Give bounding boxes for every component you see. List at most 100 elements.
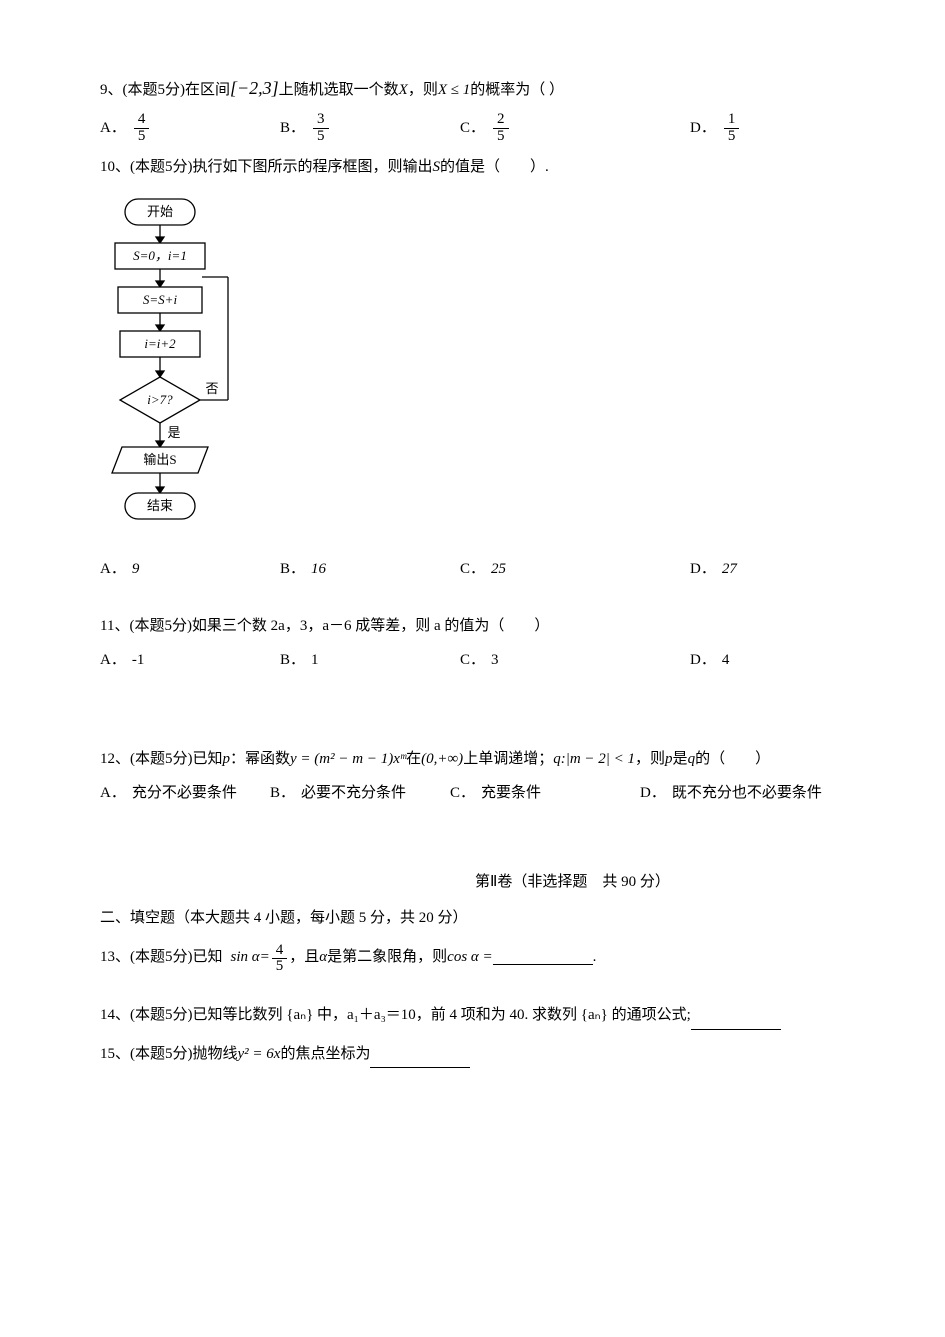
q12-tail: 的（ ）: [695, 745, 770, 774]
flow-step1: S=S+i: [143, 292, 178, 307]
q11-b: 1: [311, 646, 319, 675]
q11-d: 4: [722, 646, 730, 675]
question-13: 13、(本题5分)已知 sin α = 4 5 ，且 α 是第二象限角，则 co…: [100, 941, 945, 974]
label-b: B．: [280, 646, 305, 675]
q13-eq: =: [260, 943, 270, 972]
q10-b: 16: [311, 555, 326, 584]
label-b: B．: [280, 114, 305, 143]
label-c: C．: [460, 646, 485, 675]
q9-d-num: 1: [724, 112, 740, 128]
question-14: 14、(本题5分)已知等比数列 {aₙ} 中，a₁＋a₃＝10，前 4 项和为 …: [100, 1001, 945, 1030]
q12-stem: 12、(本题5分)已知 p ：幂函数 y = (m² − m − 1)xᵐ 在 …: [100, 745, 945, 774]
q9-var: X: [399, 76, 408, 105]
q9-mid2: ，则: [408, 76, 438, 105]
q12-d: 既不充分也不必要条件: [672, 779, 822, 808]
q9-c-num: 2: [493, 112, 509, 128]
q9-b-num: 3: [313, 112, 329, 128]
q12-a: 充分不必要条件: [132, 779, 237, 808]
flow-step2: i=i+2: [144, 336, 176, 351]
question-10: 10、(本题5分)执行如下图所示的程序框图，则输出 S 的值是（ ）.: [100, 153, 945, 584]
q12-mid2: 上单调递增；: [463, 745, 553, 774]
q9-options: A． 4 5 B． 3 5 C． 2 5 D． 1 5: [100, 110, 945, 143]
q9-c-den: 5: [493, 128, 509, 145]
q9-stem: 9、(本题5分)在区间 [−2,3] 上随机选取一个数 X ，则 X ≤ 1 的…: [100, 70, 945, 104]
q13-num: 4: [272, 943, 288, 959]
q11-opt-a: A． -1: [100, 646, 280, 675]
q12-domain: (0,+∞): [421, 745, 463, 774]
q9-b-den: 5: [313, 128, 329, 145]
q9-cond: X ≤ 1: [438, 76, 470, 105]
q10-text2: 的值是（ ）.: [440, 153, 549, 182]
flowchart-diagram: 开始 S=0，i=1 S=S+i i=i+2 i>7? 否 是 输出S 结束: [100, 197, 945, 547]
q9-a-num: 4: [134, 112, 150, 128]
q9-mid: 上随机选取一个数: [279, 76, 399, 105]
label-c: C．: [460, 555, 485, 584]
q10-opt-b: B． 16: [280, 555, 460, 584]
q12-opt-a: A． 充分不必要条件: [100, 779, 270, 808]
q10-text1: 10、(本题5分)执行如下图所示的程序框图，则输出: [100, 153, 433, 182]
q14-text1: 14、(本题5分)已知等比数列 {aₙ} 中，a₁＋a₃＝10，前 4 项和为 …: [100, 1001, 691, 1030]
section-2-heading: 二、填空题（本大题共 4 小题，每小题 5 分，共 20 分）: [100, 904, 945, 933]
flow-end: 结束: [147, 498, 173, 513]
q9-b-frac: 3 5: [313, 112, 329, 145]
q15-eq: y² = 6x: [238, 1040, 281, 1069]
q12-options: A． 充分不必要条件 B． 必要不充分条件 C． 充要条件 D． 既不充分也不必…: [100, 779, 945, 808]
q12-opt-c: C． 充要条件: [450, 779, 640, 808]
section-2-title: 第Ⅱ卷（非选择题 共 90 分）: [100, 868, 945, 897]
q9-opt-a: A． 4 5: [100, 110, 280, 143]
question-9: 9、(本题5分)在区间 [−2,3] 上随机选取一个数 X ，则 X ≤ 1 的…: [100, 70, 945, 143]
question-15: 15、(本题5分)抛物线 y² = 6x 的焦点坐标为: [100, 1040, 945, 1069]
q10-opt-a: A． 9: [100, 555, 280, 584]
q15-mid: 的焦点坐标为: [280, 1040, 370, 1069]
q15-blank: [370, 1052, 470, 1068]
q12-colon1: ：幂函数: [230, 745, 290, 774]
q9-a-den: 5: [134, 128, 150, 145]
q12-p: p: [223, 745, 231, 774]
q10-a: 9: [132, 555, 140, 584]
q12-mid1: 在: [406, 745, 421, 774]
q9-opt-d: D． 1 5: [690, 110, 741, 143]
q15-stem: 15、(本题5分)抛物线 y² = 6x 的焦点坐标为: [100, 1040, 945, 1069]
q12-pre: 12、(本题5分)已知: [100, 745, 223, 774]
label-a: A．: [100, 114, 126, 143]
q9-d-frac: 1 5: [724, 112, 740, 145]
q13-blank: [493, 949, 593, 965]
q12-func: y = (m² − m − 1)xᵐ: [290, 745, 406, 774]
q9-opt-b: B． 3 5: [280, 110, 460, 143]
flow-yes: 是: [167, 425, 180, 440]
q12-opt-b: B． 必要不充分条件: [270, 779, 450, 808]
q13-cos: cos α =: [447, 943, 493, 972]
q10-d: 27: [722, 555, 737, 584]
label-d: D．: [640, 779, 666, 808]
q12-opt-d: D． 既不充分也不必要条件: [640, 779, 822, 808]
flowchart-svg: 开始 S=0，i=1 S=S+i i=i+2 i>7? 否 是 输出S 结束: [100, 197, 250, 547]
q13-den: 5: [272, 958, 288, 975]
question-12: 12、(本题5分)已知 p ：幂函数 y = (m² − m − 1)xᵐ 在 …: [100, 745, 945, 808]
label-d: D．: [690, 555, 716, 584]
q9-d-den: 5: [724, 128, 740, 145]
label-c: C．: [460, 114, 485, 143]
q14-stem: 14、(本题5分)已知等比数列 {aₙ} 中，a₁＋a₃＝10，前 4 项和为 …: [100, 1001, 945, 1030]
q13-pre: 13、(本题5分)已知: [100, 943, 223, 972]
q12-q2: q: [688, 745, 696, 774]
q13-mid: ，且: [289, 943, 319, 972]
q10-options: A． 9 B． 16 C． 25 D． 27: [100, 555, 945, 584]
q12-c: 充要条件: [481, 779, 541, 808]
label-b: B．: [280, 555, 305, 584]
q9-c-frac: 2 5: [493, 112, 509, 145]
flow-out: 输出S: [143, 452, 176, 467]
q11-options: A． -1 B． 1 C． 3 D． 4: [100, 646, 945, 675]
q10-c: 25: [491, 555, 506, 584]
q15-pre: 15、(本题5分)抛物线: [100, 1040, 238, 1069]
q11-opt-c: C． 3: [460, 646, 690, 675]
q13-frac: 4 5: [272, 943, 288, 976]
q9-interval: [−2,3]: [230, 71, 279, 105]
q12-qexpr: :|m − 2| < 1: [561, 745, 635, 774]
q13-sin: sin α: [231, 943, 260, 972]
label-d: D．: [690, 114, 716, 143]
q10-stem: 10、(本题5分)执行如下图所示的程序框图，则输出 S 的值是（ ）.: [100, 153, 945, 182]
q13-tail: .: [593, 943, 597, 972]
flow-start: 开始: [147, 204, 173, 219]
q12-q: q: [553, 745, 561, 774]
q11-opt-b: B． 1: [280, 646, 460, 675]
